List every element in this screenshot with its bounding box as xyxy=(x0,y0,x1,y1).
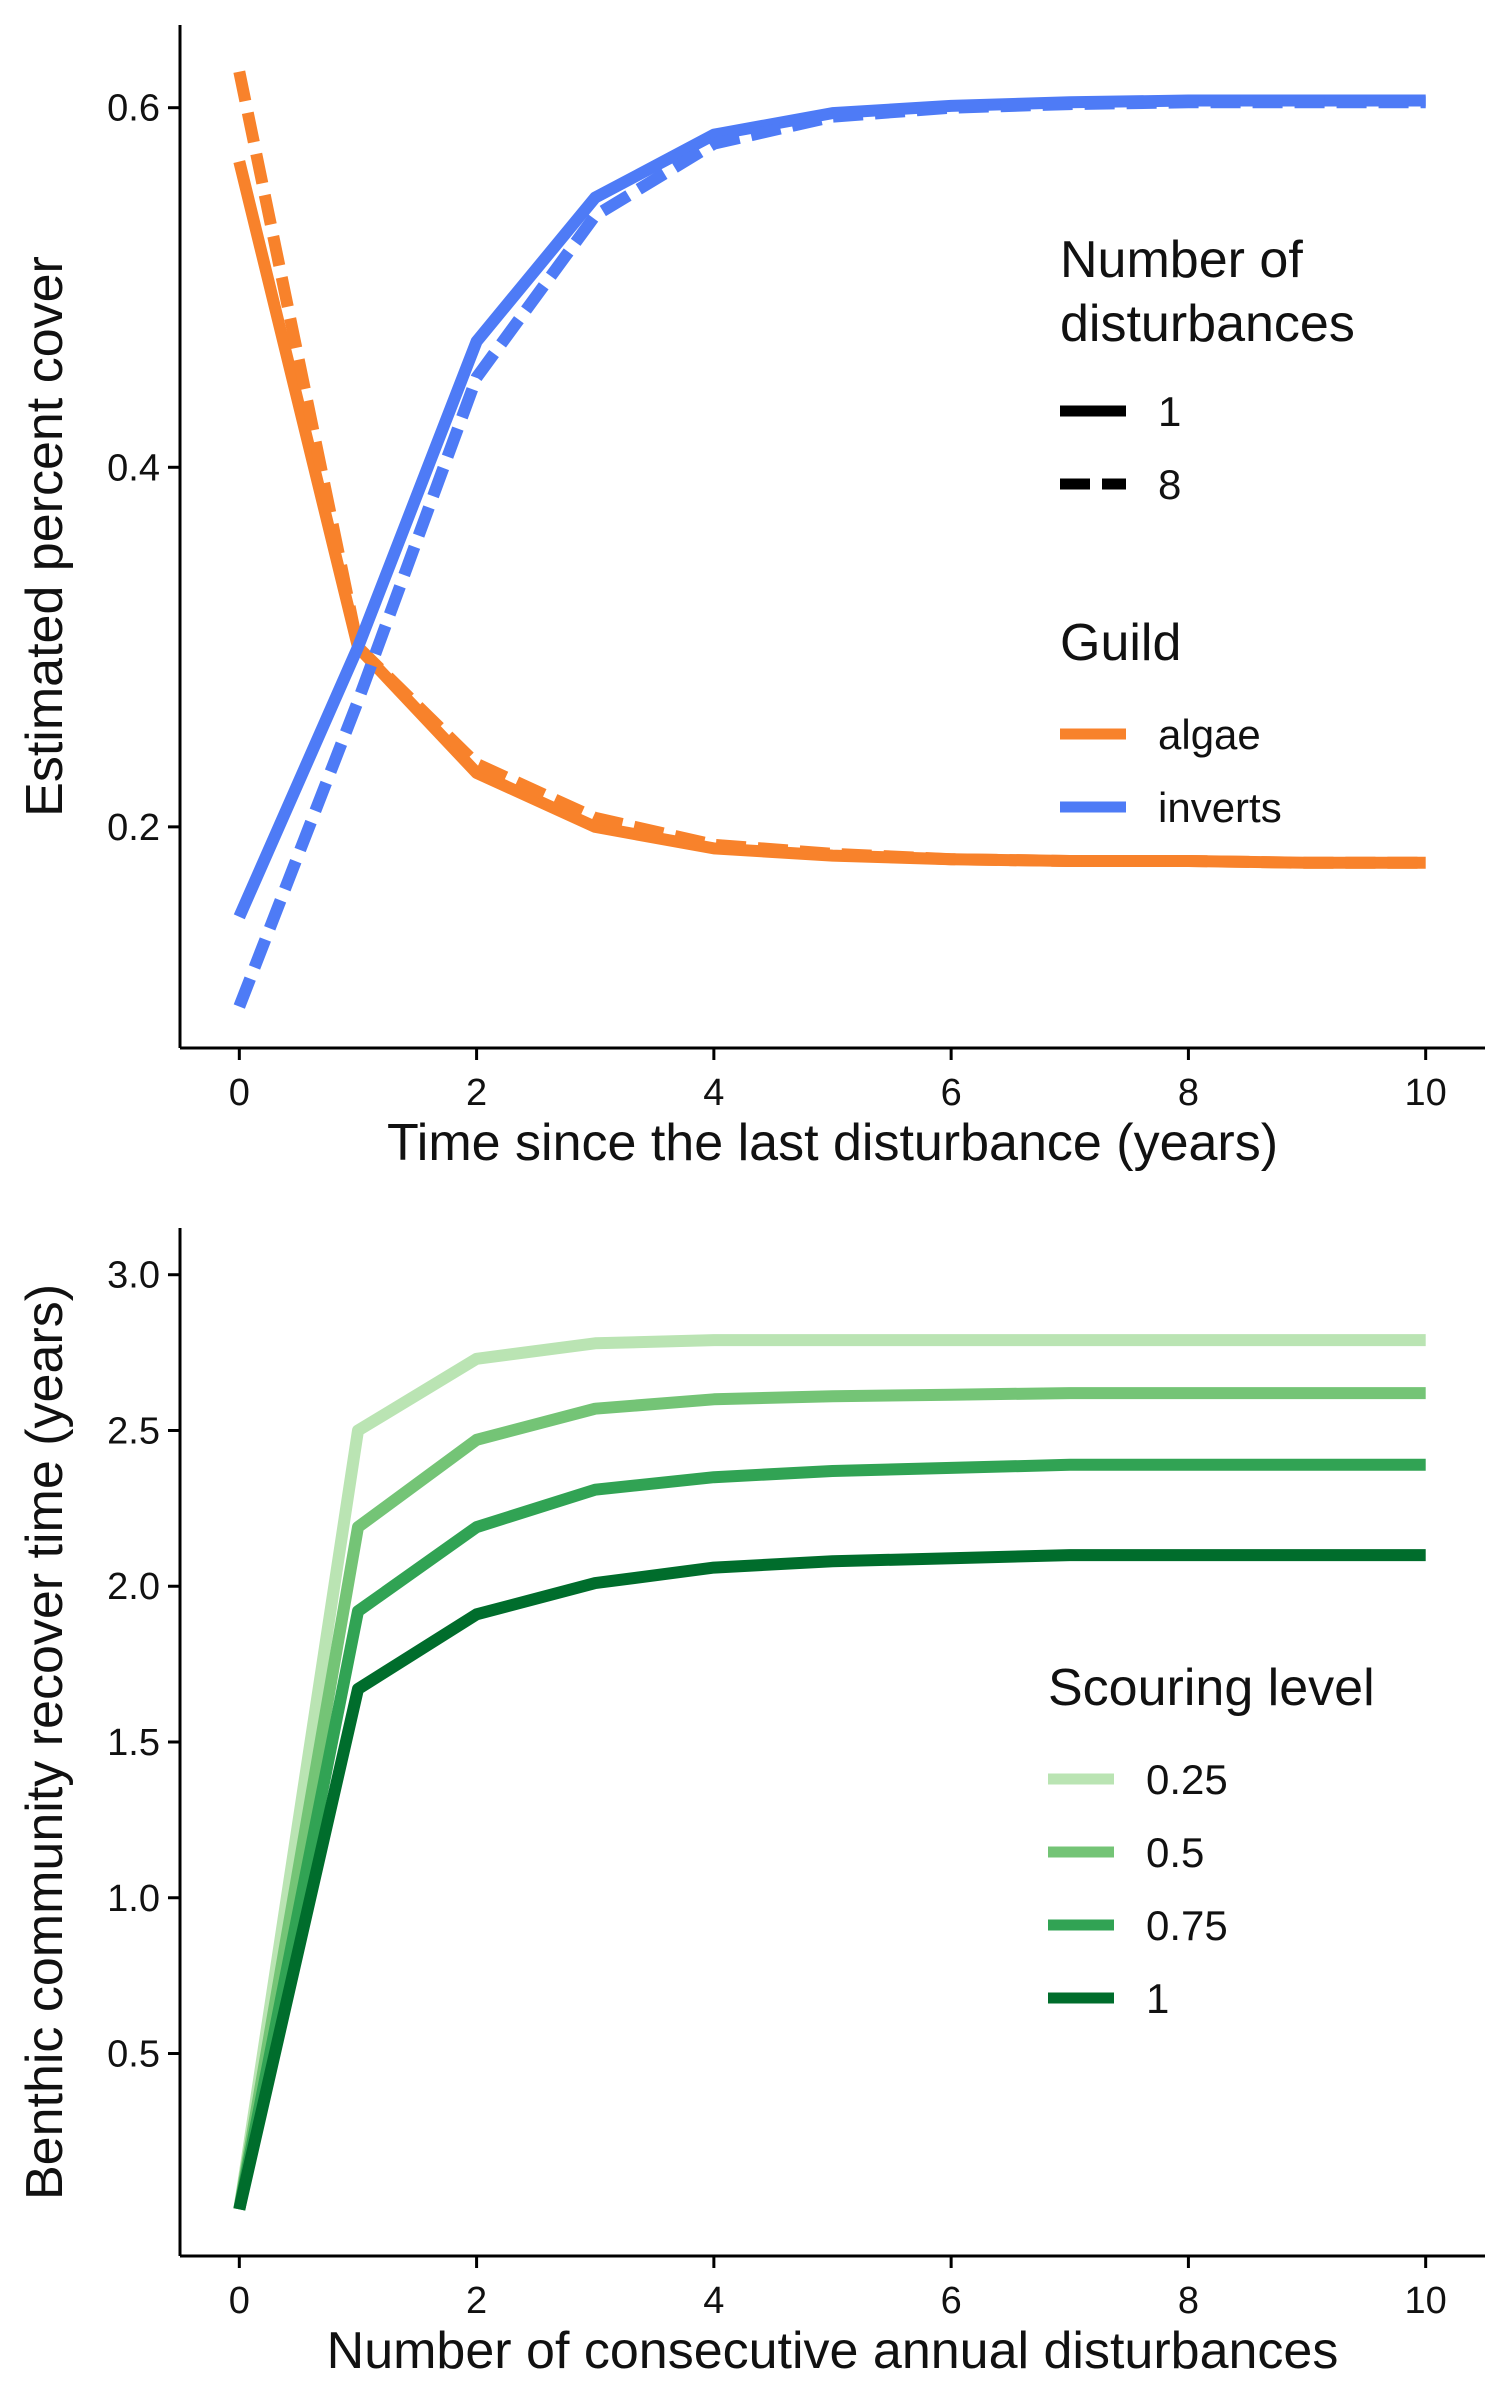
x-tick-label: 2 xyxy=(466,1072,487,1114)
y-tick-label: 0.5 xyxy=(107,2034,160,2076)
y-tick-label: 0.2 xyxy=(107,807,160,849)
legend-label: 0.75 xyxy=(1146,1902,1228,1949)
x-tick-label: 8 xyxy=(1178,2280,1199,2322)
legend-label: inverts xyxy=(1158,784,1282,831)
legend-label: algae xyxy=(1158,711,1261,758)
legend: Scouring level 0.25 0.5 0.75 1 xyxy=(1048,1659,1375,2022)
legend: Number of disturbances 1 8 xyxy=(1060,231,1355,508)
legend-label: 8 xyxy=(1158,461,1181,508)
series-line-1 xyxy=(233,1549,1426,2211)
y-tick-label: 3.0 xyxy=(107,1255,160,1297)
series-line-inverts-8 xyxy=(233,96,1426,1009)
y-axis-title: Estimated percent cover xyxy=(16,256,74,817)
series-line-0-25 xyxy=(233,1334,1426,2211)
x-tick-label: 0 xyxy=(229,1072,250,1114)
y-tick-label: 2.5 xyxy=(107,1410,160,1452)
recovery-chart-panel: 0 2 4 6 8 10 0.5 1.0 1.5 2.0 2.5 3.0 Number of conse… xyxy=(16,1228,1485,2380)
x-axis-title: Time since the last disturbance (years) xyxy=(387,1114,1278,1172)
cover-chart-panel: 0 2 4 6 8 10 0.2 0.4 0.6 Time since the last dist… xyxy=(16,25,1485,1172)
legend-label: 0.5 xyxy=(1146,1829,1204,1876)
x-tick-label: 2 xyxy=(466,2280,487,2322)
legend-label: 0.25 xyxy=(1146,1756,1228,1803)
y-tick-label: 1.0 xyxy=(107,1878,160,1920)
x-axis-title: Number of consecutive annual disturbance… xyxy=(327,2322,1339,2380)
y-axis-title: Benthic community recover time (years) xyxy=(16,1284,74,2200)
series-line-0-75 xyxy=(233,1458,1426,2211)
x-tick-label: 10 xyxy=(1405,1072,1447,1114)
legend: Guild algae inverts xyxy=(1060,614,1282,831)
x-tick-label: 6 xyxy=(941,1072,962,1114)
x-tick-label: 4 xyxy=(703,1072,724,1114)
legend-title: Scouring level xyxy=(1048,1659,1375,1717)
x-tick-label: 0 xyxy=(229,2280,250,2322)
legend-title: Guild xyxy=(1060,614,1181,672)
x-tick-label: 8 xyxy=(1178,1072,1199,1114)
legend-label: 1 xyxy=(1158,388,1181,435)
legend-title: disturbances xyxy=(1060,295,1355,353)
series-line-0-5 xyxy=(233,1387,1426,2211)
y-tick-label: 2.0 xyxy=(107,1566,160,1608)
x-tick-label: 4 xyxy=(703,2280,724,2322)
y-tick-label: 1.5 xyxy=(107,1722,160,1764)
y-tick-label: 0.4 xyxy=(107,447,160,489)
series-line-algae-8 xyxy=(233,70,1426,869)
legend-title: Number of xyxy=(1060,231,1303,289)
legend-label: 1 xyxy=(1146,1975,1169,2022)
y-tick-label: 0.6 xyxy=(107,88,160,130)
x-tick-label: 10 xyxy=(1405,2280,1447,2322)
x-tick-label: 6 xyxy=(941,2280,962,2322)
